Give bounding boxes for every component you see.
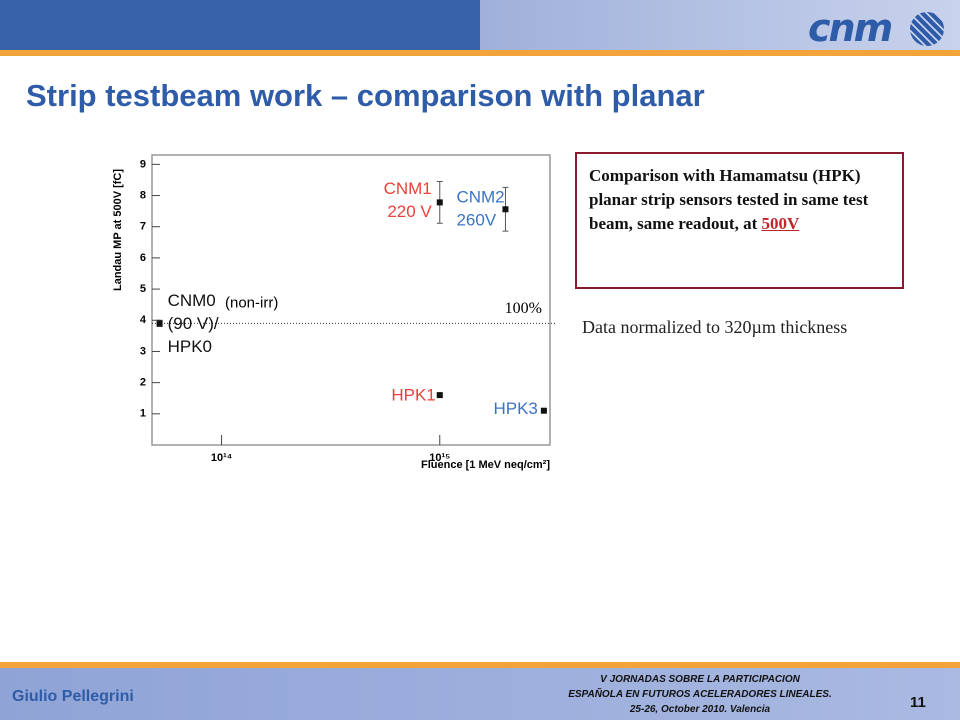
point-label: CNM0 [168, 291, 216, 310]
footer-event: V JORNADAS SOBRE LA PARTICIPACION ESPAÑOL… [500, 672, 900, 717]
y-tick-label: 3 [140, 345, 146, 357]
callout-text: Comparison with Hamamatsu (HPK) planar s… [589, 166, 869, 233]
note: Data normalized to 320µm thickness [582, 317, 848, 337]
logo-globe [910, 12, 944, 46]
header-rule [0, 50, 960, 56]
point-label: HPK0 [168, 337, 212, 356]
point [156, 320, 163, 327]
page-number: 11 [910, 694, 926, 711]
point-label: (90 V)/ [168, 314, 219, 333]
footer-rule [0, 662, 960, 668]
point-label: HPK1 [391, 386, 435, 405]
x-tick-label: 10¹⁵ [429, 452, 450, 464]
y-tick-label: 5 [140, 283, 146, 295]
y-axis-label: Landau MP at 500V [fC] [112, 169, 124, 291]
y-tick-label: 8 [140, 189, 146, 201]
y-tick-label: 9 [140, 158, 146, 170]
point [436, 392, 443, 399]
y-tick-label: 1 [140, 408, 146, 420]
event-line: ESPAÑOLA EN FUTUROS ACELERADORES LINEALE… [568, 689, 832, 700]
y-tick-label: 2 [140, 377, 146, 389]
plot-frame [151, 154, 551, 446]
point [502, 206, 509, 213]
y-tick-label: 6 [140, 252, 146, 264]
event-line: V JORNADAS SOBRE LA PARTICIPACION [600, 674, 800, 685]
point-label: HPK3 [493, 399, 537, 418]
point [436, 199, 443, 206]
chart: 1 2 3 4 5 6 7 8 9 10¹⁴ 10¹⁵ Landau MP at 500V [fC] F… [112, 154, 556, 471]
callout: Comparison with Hamamatsu (HPK) planar s… [575, 152, 904, 289]
logo: cnm [808, 6, 893, 50]
footer-author: Giulio Pellegrini [12, 688, 134, 705]
footer-bar [0, 668, 960, 720]
point-label: CNM2 [456, 188, 504, 207]
header-bar [0, 0, 480, 50]
x-tick-label: 10¹⁴ [211, 452, 232, 464]
title: Strip testbeam work – comparison with pl… [26, 78, 705, 113]
point-label: 260V [456, 211, 496, 230]
reference-label: 100% [505, 300, 542, 317]
annotation: (non-irr) [225, 294, 278, 311]
event-line: 25-26, October 2010. Valencia [629, 704, 771, 715]
point-label: 220 V [387, 202, 432, 221]
point [540, 407, 547, 414]
callout-highlight: 500V [761, 214, 800, 233]
x-axis-label: Fluence [1 MeV neq/cm²] [421, 459, 550, 471]
y-tick-label: 4 [140, 314, 147, 326]
y-tick-label: 7 [140, 221, 146, 233]
point-label: CNM1 [384, 179, 432, 198]
header-bar-right [480, 0, 960, 50]
